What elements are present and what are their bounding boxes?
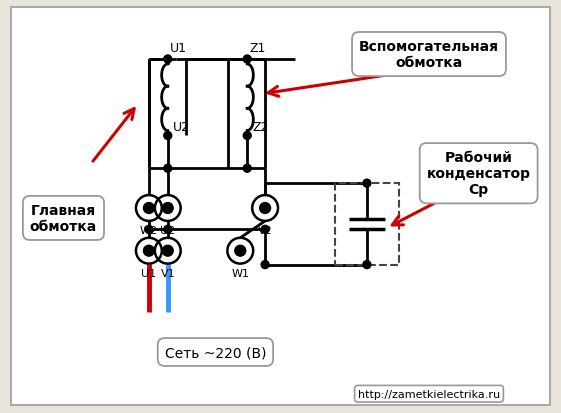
Circle shape (260, 203, 270, 214)
Text: W1: W1 (231, 268, 249, 278)
Text: W2: W2 (140, 225, 158, 235)
Text: U2: U2 (173, 121, 190, 134)
Circle shape (136, 196, 162, 221)
Text: Z1: Z1 (249, 42, 265, 55)
Circle shape (162, 203, 173, 214)
Circle shape (164, 165, 172, 173)
Circle shape (162, 246, 173, 256)
Circle shape (164, 226, 172, 234)
Circle shape (243, 56, 251, 64)
Bar (334, 184, 399, 265)
Circle shape (227, 238, 253, 264)
Circle shape (164, 132, 172, 140)
Text: Рабочий
конденсатор
Ср: Рабочий конденсатор Ср (427, 151, 531, 197)
Circle shape (261, 261, 269, 269)
Text: U1: U1 (141, 268, 157, 278)
Text: http://zametkielectrika.ru: http://zametkielectrika.ru (358, 389, 500, 399)
Circle shape (243, 132, 251, 140)
Text: Сеть ~220 (В): Сеть ~220 (В) (165, 345, 266, 359)
Circle shape (363, 180, 371, 188)
Circle shape (145, 226, 153, 234)
Circle shape (164, 56, 172, 64)
Text: Вспомогательная
обмотка: Вспомогательная обмотка (359, 40, 499, 70)
Circle shape (136, 238, 162, 264)
Circle shape (252, 196, 278, 221)
Circle shape (155, 238, 181, 264)
Circle shape (155, 196, 181, 221)
Circle shape (243, 165, 251, 173)
Text: U2: U2 (160, 225, 176, 235)
Text: V2: V2 (257, 225, 273, 235)
Text: Главная
обмотка: Главная обмотка (30, 203, 97, 233)
Text: V1: V1 (160, 268, 175, 278)
Text: Z2: Z2 (252, 121, 269, 134)
Circle shape (235, 246, 246, 256)
Circle shape (144, 246, 154, 256)
Circle shape (363, 261, 371, 269)
Text: U1: U1 (170, 42, 187, 55)
Circle shape (144, 203, 154, 214)
Circle shape (261, 226, 269, 234)
